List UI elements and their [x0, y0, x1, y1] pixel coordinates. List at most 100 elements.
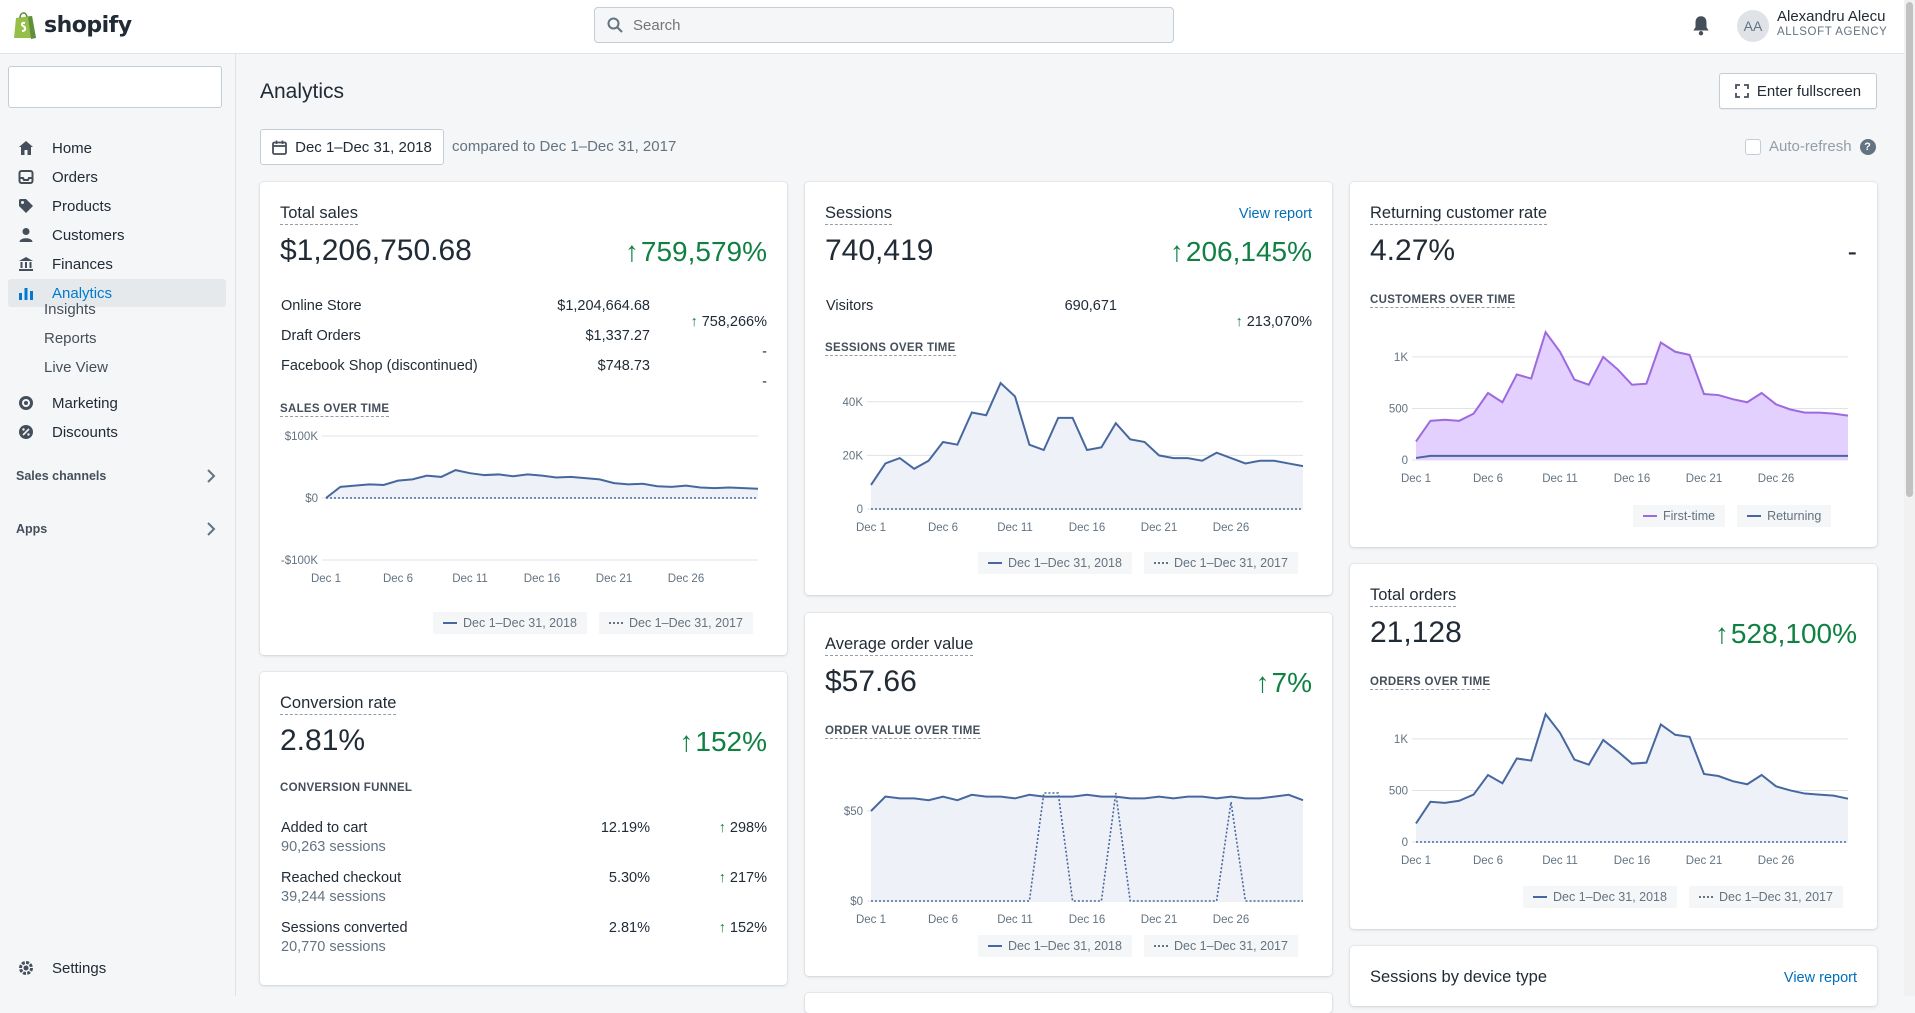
total-sales-card: Total sales $1,206,750.68 ↑ 759,579% Onli…: [260, 182, 787, 655]
x-tick-label: Dec 6: [383, 573, 413, 585]
row-label: Added to cart: [281, 820, 368, 836]
scrollbar[interactable]: [1904, 0, 1915, 996]
y-tick-label: 40K: [843, 397, 864, 409]
sidebar-item-analytics[interactable]: Analytics: [8, 279, 226, 307]
returning-customer-rate-card: Returning customer rate 4.27% - CUSTOMER…: [1350, 182, 1877, 547]
sidebar-item-finances[interactable]: Finances: [8, 250, 226, 278]
help-icon[interactable]: ?: [1859, 138, 1876, 155]
card-title[interactable]: Sessions by device type: [1370, 968, 1548, 986]
shopify-bag-icon: [14, 12, 36, 39]
sidebar-item-customers[interactable]: Customers: [8, 221, 226, 249]
sidebar-subitem-live-view[interactable]: Live View: [44, 359, 108, 376]
chart-label[interactable]: SESSIONS OVER TIME: [825, 342, 956, 356]
sidebar-item-label: Discounts: [52, 423, 118, 441]
chart-label[interactable]: ORDERS OVER TIME: [1370, 676, 1491, 690]
chart-legend: Dec 1–Dec 31, 2018 Dec 1–Dec 31, 2017: [978, 935, 1298, 957]
average-order-value-card: Average order value $57.66 ↑ 7% ORDER VAL…: [805, 613, 1332, 976]
card-title[interactable]: Average order value: [825, 635, 974, 656]
row-change: 213,070%: [1246, 314, 1312, 330]
sidebar-item-settings[interactable]: Settings: [8, 954, 226, 982]
card-title[interactable]: Returning customer rate: [1370, 204, 1547, 225]
auto-refresh-checkbox[interactable]: [1745, 138, 1761, 155]
x-tick-label: Dec 11: [452, 573, 488, 585]
order-value-chart: $50 $0 Dec 1 Dec 6 Dec 11 Dec 16 Dec 21 Dec 26: [844, 792, 1304, 926]
card-title[interactable]: Conversion rate: [280, 694, 397, 715]
row-rate: 2.81%: [608, 920, 650, 936]
table-row: Facebook Shop (discontinued) $748.73 -: [281, 358, 767, 390]
sidebar: Home Orders Products Customers Finances …: [0, 54, 236, 996]
search-input[interactable]: [633, 16, 1153, 34]
card-value: $1,206,750.68: [280, 234, 472, 267]
arrow-up-icon: ↑: [690, 314, 698, 330]
scrollbar-thumb[interactable]: [1906, 2, 1913, 497]
funnel-row: Sessions converted 20,770 sessions 2.81%…: [281, 920, 767, 955]
auto-refresh[interactable]: Auto-refresh ?: [1745, 138, 1876, 155]
series-line-first-time: [1415, 329, 1849, 443]
legend-item-first-time: First-time: [1633, 505, 1726, 527]
row-sub: 20,770 sessions: [281, 939, 386, 955]
arrow-up-icon: ↑: [1255, 667, 1270, 698]
sidebar-item-discounts[interactable]: Discounts: [8, 418, 226, 446]
arrow-up-icon: ↑: [1235, 314, 1243, 330]
table-row: Draft Orders $1,337.27 -: [281, 328, 767, 360]
y-tick-label: 20K: [843, 450, 864, 462]
sidebar-section-sales-channels[interactable]: Sales channels: [16, 469, 216, 483]
legend-item-current: Dec 1–Dec 31, 2018: [433, 612, 587, 634]
x-tick-label: Dec 21: [596, 573, 632, 585]
arrow-up-icon: ↑: [718, 870, 726, 886]
y-tick-label: 0: [857, 504, 863, 516]
row-change: -: [762, 344, 767, 360]
chart-label[interactable]: CUSTOMERS OVER TIME: [1370, 294, 1516, 308]
card-title[interactable]: Total orders: [1370, 586, 1457, 607]
orders-chart: 1K 500 0 Dec 1 Dec 6 Dec 11 Dec 16 Dec 21 Dec 26: [1389, 712, 1849, 867]
view-report-link[interactable]: View report: [1783, 970, 1857, 986]
row-change: 217%: [729, 870, 767, 886]
store-selector[interactable]: [8, 66, 222, 108]
search-box[interactable]: [594, 7, 1174, 43]
y-tick-label: 0: [1402, 837, 1408, 849]
arrow-up-icon: ↑: [718, 920, 726, 936]
view-report-link[interactable]: View report: [1238, 206, 1312, 222]
sidebar-subitem-reports[interactable]: Reports: [44, 330, 97, 347]
sidebar-item-orders[interactable]: Orders: [8, 163, 226, 191]
funnel-label: CONVERSION FUNNEL: [280, 782, 413, 794]
page-title: Analytics: [260, 80, 345, 103]
x-tick-label: Dec 16: [1069, 914, 1105, 926]
card-change: ↑ 528,100%: [1715, 618, 1857, 650]
x-tick-label: Dec 11: [1542, 855, 1578, 867]
sidebar-item-label: Finances: [52, 255, 113, 273]
bell-icon[interactable]: [1690, 14, 1712, 36]
y-tick-label: -$100K: [281, 555, 318, 567]
row-label: Online Store: [281, 298, 362, 314]
chart-label[interactable]: SALES OVER TIME: [280, 403, 390, 417]
card-title[interactable]: Total sales: [280, 204, 358, 225]
row-change: 758,266%: [701, 314, 767, 330]
x-tick-label: Dec 16: [524, 573, 560, 585]
x-tick-label: Dec 26: [1758, 473, 1794, 485]
row-amount: $1,204,664.68: [557, 298, 650, 314]
user-menu[interactable]: Alexandru Alecu ALLSOFT AGENCY: [1777, 8, 1887, 38]
card-value: 2.81%: [280, 724, 366, 757]
legend-item-current: Dec 1–Dec 31, 2018: [1523, 886, 1677, 908]
table-row: Visitors 690,671 ↑ 213,070%: [826, 298, 1312, 330]
sidebar-section-apps[interactable]: Apps: [16, 522, 216, 536]
date-range-button[interactable]: Dec 1–Dec 31, 2018: [260, 129, 444, 165]
card-value: 21,128: [1370, 616, 1462, 649]
row-change: 298%: [729, 820, 767, 836]
chart-label[interactable]: ORDER VALUE OVER TIME: [825, 725, 981, 739]
sidebar-subitem-insights[interactable]: Insights: [44, 301, 96, 318]
enter-fullscreen-button[interactable]: Enter fullscreen: [1719, 73, 1877, 109]
sidebar-item-home[interactable]: Home: [8, 134, 226, 162]
chart-legend: Dec 1–Dec 31, 2018 Dec 1–Dec 31, 2017: [978, 552, 1298, 574]
sessions-by-device-card: Sessions by device type View report: [1350, 946, 1877, 1006]
x-tick-label: Dec 21: [1141, 522, 1177, 534]
arrow-up-icon: ↑: [624, 236, 639, 267]
legend-item-current: Dec 1–Dec 31, 2018: [978, 552, 1132, 574]
card-title[interactable]: Sessions: [825, 204, 892, 225]
avatar[interactable]: AA: [1737, 10, 1769, 42]
sidebar-item-marketing[interactable]: Marketing: [8, 389, 226, 417]
comparison-text: compared to Dec 1–Dec 31, 2017: [452, 138, 677, 155]
card-change: ↑ 759,579%: [625, 236, 767, 268]
sidebar-item-products[interactable]: Products: [8, 192, 226, 220]
shopify-logo[interactable]: shopify: [12, 10, 132, 40]
